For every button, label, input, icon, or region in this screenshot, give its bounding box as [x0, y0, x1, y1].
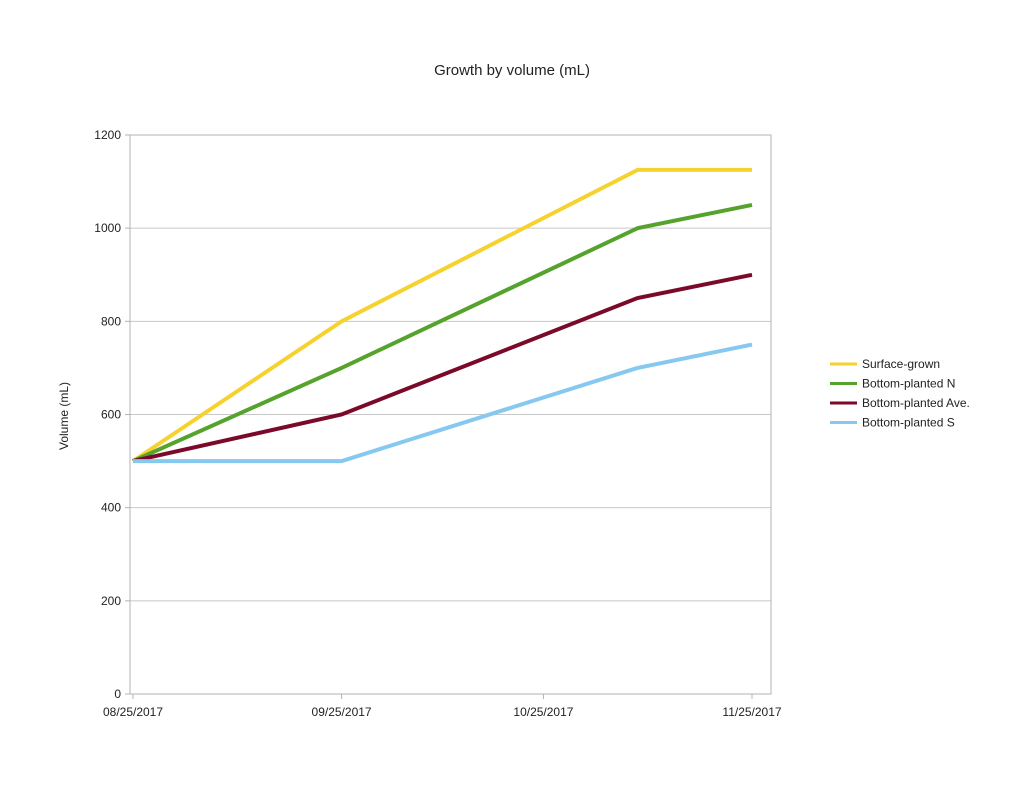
y-axis-ticks: 0 200 400 600 800 1000 1200	[94, 128, 130, 701]
series-lines	[131, 167, 753, 464]
x-tick-label: 09/25/2017	[312, 705, 372, 719]
y-tick-label: 0	[114, 687, 121, 701]
y-tick-label: 800	[101, 314, 121, 328]
y-tick-label: 200	[101, 594, 121, 608]
legend-label: Bottom-planted S	[862, 416, 955, 430]
series-line-bottom-planted-ave	[132, 272, 753, 464]
series-line-bottom-planted-s	[133, 342, 753, 464]
series-line-surface-grown	[131, 167, 752, 463]
legend-label: Surface-grown	[862, 357, 940, 371]
x-tick-label: 08/25/2017	[103, 705, 163, 719]
gridlines	[130, 227, 771, 602]
y-tick-label: 600	[101, 408, 121, 422]
x-axis-ticks: 08/25/2017 09/25/2017 10/25/2017 11/25/2017	[103, 694, 782, 719]
y-tick-label: 1200	[94, 128, 121, 142]
chart-title: Growth by volume (mL)	[434, 62, 590, 79]
x-tick-label: 11/25/2017	[722, 705, 781, 719]
y-tick-label: 400	[101, 501, 121, 515]
y-axis-label: Volume (mL)	[57, 382, 71, 450]
legend-label: Bottom-planted Ave.	[862, 396, 970, 410]
legend: Surface-grown Bottom-planted N Bottom-plan…	[830, 357, 970, 430]
x-tick-label: 10/25/2017	[513, 705, 573, 719]
series-line-bottom-planted-n	[132, 202, 753, 463]
legend-label: Bottom-planted N	[862, 377, 955, 391]
y-tick-label: 1000	[94, 221, 121, 235]
